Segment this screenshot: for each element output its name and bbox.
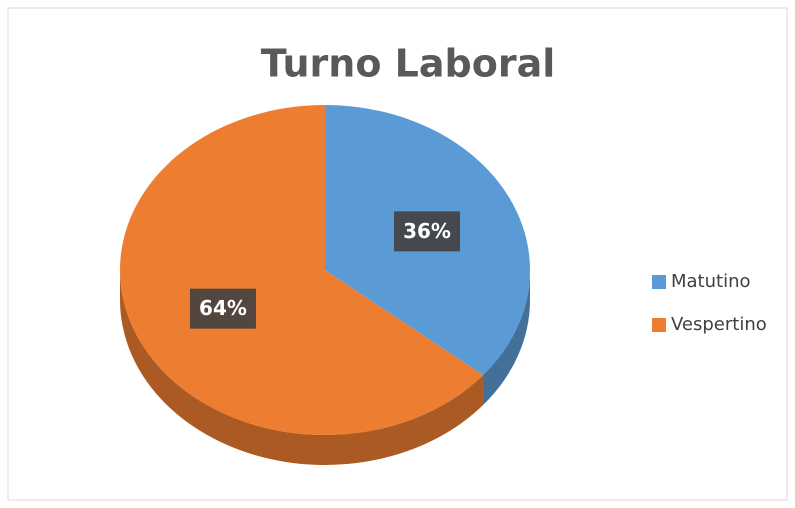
legend-swatch xyxy=(652,275,666,289)
data-label-box xyxy=(394,211,461,252)
slice-side xyxy=(120,270,483,465)
data-label: 64% xyxy=(199,296,247,320)
legend-label: Vespertino xyxy=(671,314,767,335)
slice-side xyxy=(482,270,530,406)
pie-slice xyxy=(119,104,483,435)
data-label-box xyxy=(189,288,256,329)
chart-title: Turno Laboral xyxy=(261,42,556,86)
legend-label: Matutino xyxy=(671,271,751,292)
data-label: 36% xyxy=(403,219,451,243)
legend-swatch xyxy=(652,318,666,332)
